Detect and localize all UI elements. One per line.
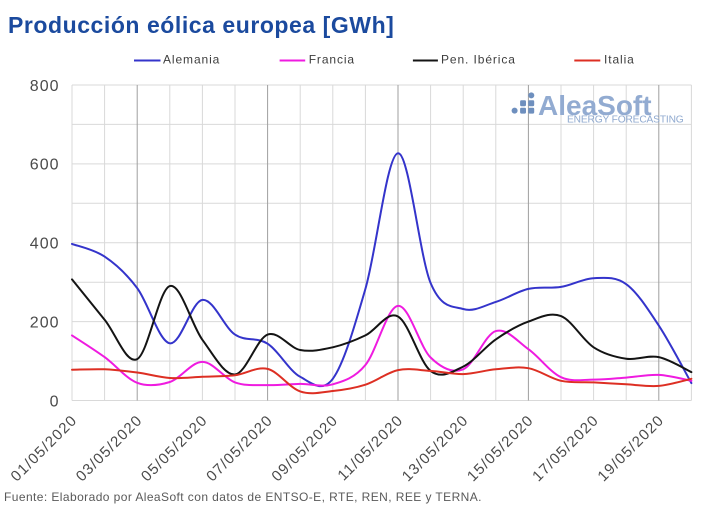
svg-text:Francia: Francia xyxy=(309,52,355,66)
svg-text:0: 0 xyxy=(50,393,60,410)
svg-text:400: 400 xyxy=(30,236,60,253)
svg-text:ENERGY FORECASTING: ENERGY FORECASTING xyxy=(567,115,684,126)
svg-text:Pen. Ibérica: Pen. Ibérica xyxy=(441,52,516,66)
svg-text:Italia: Italia xyxy=(604,52,635,66)
svg-text:Alemania: Alemania xyxy=(163,52,220,66)
svg-text:Producción eólica europea [GWh: Producción eólica europea [GWh] xyxy=(8,12,394,38)
svg-text:600: 600 xyxy=(30,157,60,174)
svg-text:AleaSoft: AleaSoft xyxy=(538,90,652,121)
svg-text:800: 800 xyxy=(30,78,60,95)
svg-text:Fuente: Elaborado por AleaSoft: Fuente: Elaborado por AleaSoft con datos… xyxy=(4,490,482,504)
svg-text:200: 200 xyxy=(30,314,60,331)
